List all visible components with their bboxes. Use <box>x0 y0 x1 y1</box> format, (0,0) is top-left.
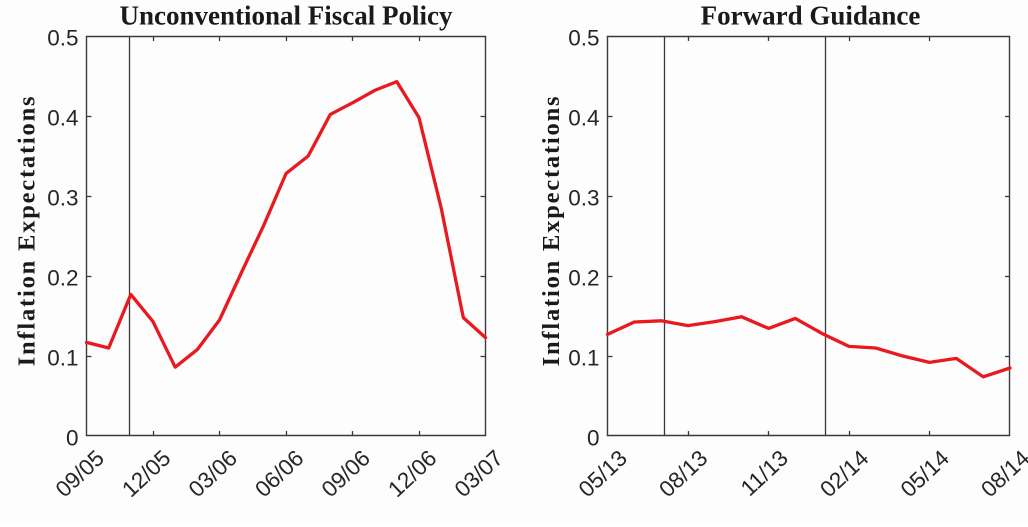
svg-text:Inflation Expectations: Inflation Expectations <box>14 95 41 367</box>
svg-text:0.3: 0.3 <box>47 186 78 211</box>
svg-text:0.5: 0.5 <box>568 26 599 51</box>
svg-text:Forward Guidance: Forward Guidance <box>701 1 921 31</box>
svg-text:Unconventional Fiscal Policy: Unconventional Fiscal Policy <box>120 1 453 31</box>
svg-text:0.4: 0.4 <box>568 106 599 131</box>
svg-text:0.1: 0.1 <box>47 346 78 371</box>
svg-text:0.2: 0.2 <box>568 266 599 291</box>
svg-text:0: 0 <box>587 426 600 451</box>
svg-text:0.2: 0.2 <box>47 266 78 291</box>
svg-text:0: 0 <box>66 426 79 451</box>
svg-text:0.1: 0.1 <box>568 346 599 371</box>
svg-text:0.4: 0.4 <box>47 106 78 131</box>
svg-text:0.5: 0.5 <box>47 26 78 51</box>
svg-text:Inflation Expectations: Inflation Expectations <box>538 95 565 367</box>
svg-text:0.3: 0.3 <box>568 186 599 211</box>
